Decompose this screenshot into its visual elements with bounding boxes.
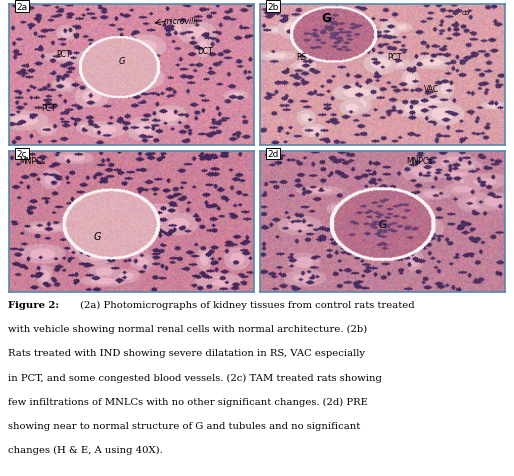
Text: MNPCs: MNPCs [19,157,45,166]
Text: Figure 2:: Figure 2: [8,300,59,309]
Text: showing near to normal structure of G and tubules and no significant: showing near to normal structure of G an… [8,421,360,430]
Text: changes (H & E, A using 40X).: changes (H & E, A using 40X). [8,445,162,454]
Text: RS: RS [296,52,306,61]
Text: cb: cb [462,10,470,16]
Text: VAC: VAC [424,85,439,94]
Text: in PCT, and some congested blood vessels. (2c) TAM treated rats showing: in PCT, and some congested blood vessels… [8,373,381,382]
Text: 2c: 2c [16,149,27,159]
Text: G: G [119,57,125,66]
Text: MNPCs: MNPCs [407,157,433,166]
Text: with vehicle showing normal renal cells with normal architecture. (2b): with vehicle showing normal renal cells … [8,325,367,334]
Text: 2d: 2d [267,149,278,159]
Text: G: G [94,231,101,241]
Text: PCT: PCT [56,50,70,59]
Text: DCT: DCT [197,47,213,56]
Text: G: G [321,12,331,25]
Text: microvilli: microvilli [164,17,198,26]
Text: PCT: PCT [41,103,56,112]
Text: few infiltrations of MNLCs with no other significant changes. (2d) PRE: few infiltrations of MNLCs with no other… [8,397,368,406]
Text: Rats treated with IND showing severe dilatation in RS, VAC especially: Rats treated with IND showing severe dil… [8,348,365,357]
Text: (2a) Photomicrographs of kidney tissues from control rats treated: (2a) Photomicrographs of kidney tissues … [77,300,414,309]
Text: 2a: 2a [16,3,28,12]
Text: 2b: 2b [267,3,278,12]
Text: G: G [378,220,386,230]
Text: PCT: PCT [387,52,401,61]
